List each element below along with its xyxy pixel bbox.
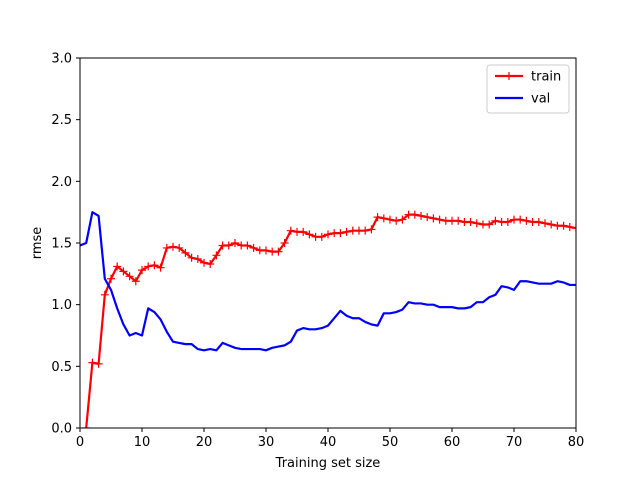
train-point: [423, 213, 432, 222]
train-point: [187, 253, 196, 262]
train-point: [119, 267, 128, 276]
train-point: [144, 262, 153, 271]
x-axis: 0 10 20 30 40 50 60 70 80: [76, 428, 584, 450]
x-tick-label: 50: [382, 435, 399, 450]
train-point: [534, 218, 543, 227]
x-tick-label: 60: [444, 435, 461, 450]
train-point: [398, 215, 407, 224]
x-axis-label: Training set size: [275, 456, 381, 471]
train-point: [175, 243, 184, 252]
y-tick-label: 2.0: [51, 175, 72, 190]
y-tick-label: 3.0: [51, 52, 72, 67]
train-point: [386, 215, 394, 224]
legend-label-val: val: [531, 92, 550, 107]
train-point: [435, 215, 444, 224]
train-point: [472, 219, 481, 228]
train-point: [324, 230, 332, 239]
train-point: [212, 251, 221, 260]
train-point: [379, 214, 388, 223]
train-point: [373, 213, 382, 222]
train-point: [274, 247, 283, 256]
train-point: [88, 358, 97, 367]
train-point: [503, 218, 512, 227]
train-point: [169, 242, 177, 251]
train-point: [559, 221, 568, 230]
train-point: [181, 248, 190, 257]
train-point: [94, 359, 103, 368]
series-val: [80, 211, 576, 352]
x-tick-label: 40: [320, 435, 337, 450]
x-tick-label: 70: [506, 435, 523, 450]
train-point: [262, 246, 270, 255]
y-tick-label: 0.0: [51, 422, 72, 437]
legend-marker-train: [505, 72, 513, 80]
train-point: [565, 222, 574, 231]
train-point: [162, 243, 171, 252]
train-point: [361, 226, 370, 235]
train-point: [82, 424, 91, 428]
train-point: [410, 210, 419, 219]
y-tick-label: 0.5: [51, 360, 72, 375]
train-point: [317, 232, 326, 241]
train-point: [516, 215, 525, 224]
plot-area: [80, 58, 576, 428]
train-point: [113, 262, 122, 271]
y-tick-label: 1.0: [51, 298, 72, 313]
train-point: [541, 219, 549, 228]
train-point: [107, 274, 115, 283]
train-point: [572, 224, 576, 233]
y-axis: 0.0 0.5 1.0 1.5 2.0 2.5 3.0: [51, 52, 80, 437]
x-tick-label: 0: [76, 435, 84, 450]
train-point: [193, 255, 202, 264]
train-point: [206, 259, 215, 268]
train-point: [392, 216, 401, 225]
legend: train val: [486, 64, 570, 114]
train-point: [305, 230, 314, 239]
y-tick-label: 1.5: [51, 237, 72, 252]
series-layer: [80, 210, 576, 428]
series-train: [82, 210, 576, 428]
train-point: [429, 214, 438, 223]
x-tick-label: 20: [196, 435, 213, 450]
x-tick-label: 80: [568, 435, 585, 450]
train-point: [299, 227, 308, 236]
train-point: [454, 216, 463, 225]
train-point: [342, 227, 351, 236]
train-point: [417, 211, 425, 220]
train-point: [125, 272, 134, 281]
train-point: [485, 220, 494, 229]
x-tick-label: 10: [134, 435, 151, 450]
train-point: [249, 243, 258, 252]
train-point: [547, 220, 556, 229]
legend-label-train: train: [531, 70, 561, 85]
y-axis-label: rmse: [30, 227, 45, 260]
train-point: [280, 239, 289, 247]
train-point: [522, 216, 531, 225]
val-line: [80, 211, 576, 352]
train-point: [243, 241, 252, 250]
train-point: [150, 261, 159, 270]
x-tick-label: 30: [258, 435, 275, 450]
train-point: [100, 290, 109, 299]
train-point: [200, 258, 208, 267]
train-point: [231, 239, 239, 247]
train-point: [367, 225, 376, 234]
train-point: [138, 266, 146, 275]
train-point: [224, 241, 233, 250]
train-point: [156, 263, 165, 272]
train-point: [491, 216, 500, 225]
train-point: [286, 226, 295, 235]
train-point: [131, 277, 140, 286]
y-tick-label: 2.5: [51, 113, 72, 128]
train-point: [466, 218, 475, 227]
train-point: [336, 229, 345, 238]
